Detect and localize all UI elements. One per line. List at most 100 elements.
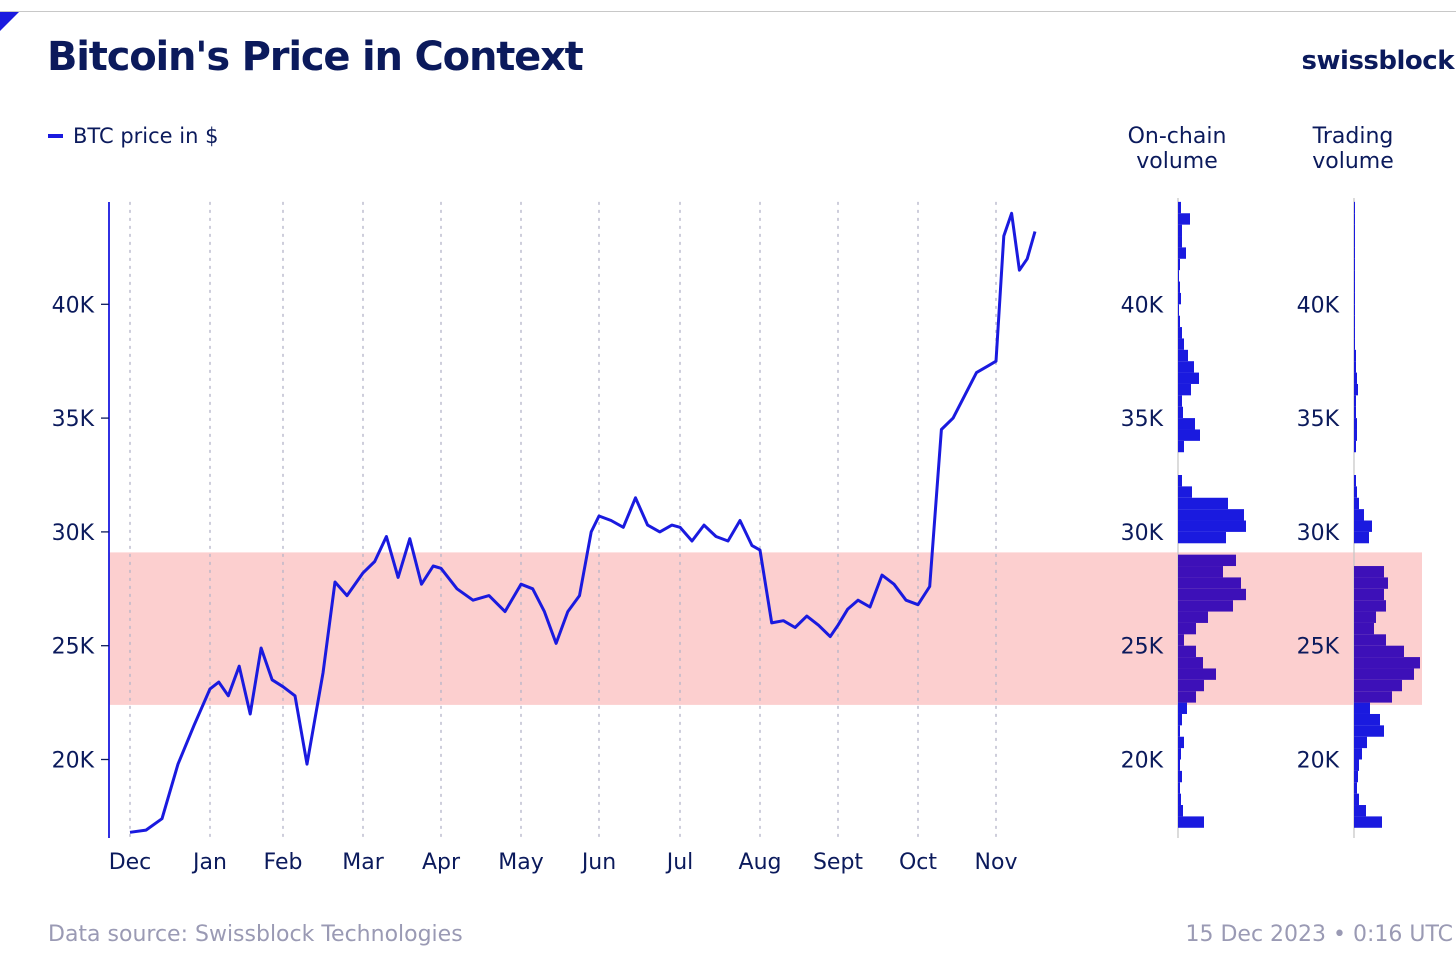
y-tick-label: 30K [52,521,95,546]
onchain-volume-bar [1178,429,1200,441]
onchain-volume-bar [1178,679,1204,692]
onchain-volume-bar [1178,577,1241,589]
x-tick-label: Mar [342,850,384,875]
onchain-volume-bar [1178,406,1183,419]
x-tick-label: Aug [739,850,782,875]
onchain-volume-bar [1178,338,1184,350]
x-tick-label: Sept [813,850,863,875]
y-tick-label: 35K [52,407,95,432]
trading-volume-bar [1354,258,1355,271]
btc-price-line [129,211,1037,834]
trading-volume-bar [1354,497,1359,510]
onchain-volume-bar [1178,327,1182,339]
onchain-volume-y-tick-label: 25K [1121,635,1164,660]
trading-volume-bar [1354,349,1356,362]
chart-title: Bitcoin's Price in Context [47,34,584,80]
onchain-volume-bar [1178,691,1196,703]
onchain-volume-bar [1178,418,1195,430]
trading-volume-bar [1354,702,1370,714]
trading-volume-bar [1354,440,1356,453]
onchain-volume-bar [1178,497,1228,510]
trading-volume-bar [1354,213,1355,225]
trading-volume-bar [1354,668,1414,680]
trading-volume-bar [1354,816,1382,828]
legend-swatch [48,134,63,138]
trading-volume-bar [1354,748,1362,760]
trading-volume-bar [1354,588,1384,601]
timestamp: 15 Dec 2023 • 0:16 UTC [1185,922,1453,947]
onchain-volume-bar [1178,816,1204,828]
trading-volume-bar [1354,383,1358,396]
trading-volume-bar [1354,418,1357,430]
trading-volume-bar [1354,759,1359,771]
onchain-volume-bar [1178,270,1179,282]
trading-volume-bar [1354,622,1374,635]
legend-label: BTC price in $ [73,124,219,148]
onchain-volume-title: On-chain volume [1127,124,1227,174]
trading-volume-bar [1354,201,1355,214]
onchain-volume-bar [1178,531,1226,544]
trading-volume-y-tick-label: 35K [1297,407,1340,432]
trading-volume-bar [1354,679,1402,692]
legend: BTC price in $ [48,124,218,148]
onchain-volume-bar [1178,657,1203,669]
trading-volume-bar [1354,793,1359,806]
onchain-volume-bar [1178,486,1192,498]
brand-logo: swissblock [1301,46,1455,76]
onchain-volume-bar [1178,702,1187,714]
trading-volume-bar [1354,338,1355,350]
trading-volume-y-tick-label: 25K [1297,635,1340,660]
trading-volume-bar [1354,531,1369,544]
trading-volume-bar [1354,509,1364,521]
trading-volume-bar [1354,736,1367,749]
onchain-volume-bar [1178,372,1199,384]
onchain-volume-bar [1178,588,1246,601]
x-tick-label: Dec [109,850,152,875]
trading-volume-bar [1354,566,1384,578]
onchain-volume-bar [1178,645,1196,658]
trading-volume-bar [1354,361,1356,373]
onchain-volume-bar [1178,304,1179,316]
onchain-volume-bar [1178,782,1180,794]
onchain-volume-bar [1178,725,1180,737]
y-tick-label: 20K [52,749,95,774]
onchain-volume-bar [1178,395,1182,407]
trading-volume-bar [1354,713,1380,726]
onchain-volume-bar [1178,805,1183,817]
onchain-volume-bar [1178,554,1236,567]
onchain-volume-y-tick-label: 20K [1121,749,1164,774]
trading-volume-bar [1354,611,1376,623]
trading-volume-bar [1354,270,1355,282]
top-rule [0,11,1456,12]
onchain-volume-bar [1178,213,1190,225]
trading-volume-bar [1354,281,1355,293]
trading-volume-bar [1354,634,1386,646]
trading-volume-bar [1354,372,1357,384]
onchain-volume-y-tick-label: 30K [1121,521,1164,546]
trading-volume-bar [1354,395,1356,407]
onchain-volume-bar [1178,315,1180,328]
trading-volume-bar [1354,315,1355,328]
trading-volume-bar [1354,327,1355,339]
onchain-volume-bar [1178,748,1181,760]
x-tick-label: Jan [191,850,227,875]
trading-volume-bar [1354,236,1355,248]
x-tick-label: May [498,850,543,875]
trading-volume-bar [1354,782,1357,794]
x-tick-label: Oct [899,850,937,875]
x-tick-label: Jul [665,850,694,875]
x-tick-label: Nov [975,850,1018,875]
y-tick-label: 25K [52,635,95,660]
onchain-volume-bar [1178,281,1180,293]
onchain-volume-bar [1178,634,1184,646]
trading-volume-bar [1354,645,1404,658]
trading-volume-bar [1354,304,1355,316]
x-tick-label: Apr [422,850,461,875]
onchain-volume-bar [1178,361,1194,373]
onchain-volume-bar [1178,383,1191,396]
onchain-volume-bar [1178,759,1180,771]
trading-volume-bar [1354,247,1355,259]
onchain-volume-y-tick-label: 35K [1121,407,1164,432]
onchain-volume-bar [1178,736,1184,749]
